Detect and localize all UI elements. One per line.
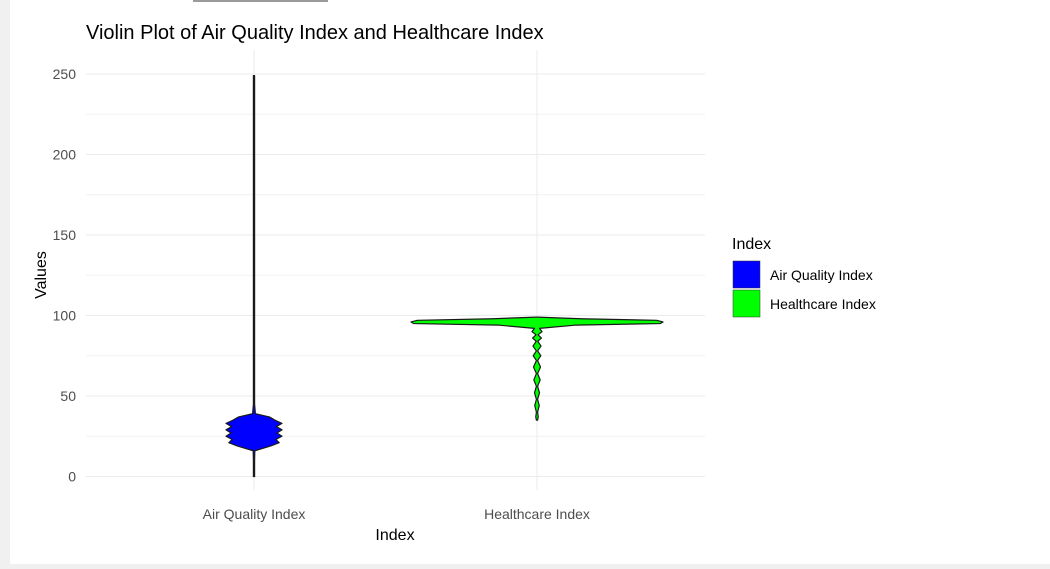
y-axis-label: Values [33, 251, 50, 299]
grid-lines [86, 50, 705, 490]
top-tab-indicator [193, 0, 328, 2]
window-bottom-border [10, 564, 1050, 569]
window-left-border [0, 0, 10, 569]
violin-healthcare [410, 316, 664, 421]
legend-label: Air Quality Index [770, 267, 873, 283]
violin-series [225, 75, 664, 478]
y-tick-label: 200 [53, 147, 77, 163]
y-tick-label: 0 [68, 469, 76, 485]
legend-title: Index [732, 236, 771, 253]
legend-key [732, 289, 761, 318]
y-tick-label: 150 [53, 227, 77, 243]
legend-label: Healthcare Index [770, 296, 876, 312]
y-tick-label: 50 [60, 388, 76, 404]
violin-air-quality [225, 75, 283, 478]
y-tick-label: 250 [53, 66, 77, 82]
y-tick-label: 100 [53, 308, 77, 324]
x-tick-label: Healthcare Index [484, 506, 590, 522]
legend: Index Air Quality Index Healthcare Index [732, 236, 876, 318]
chart-title: Violin Plot of Air Quality Index and Hea… [86, 22, 544, 44]
legend-key [732, 260, 761, 289]
x-tick-label: Air Quality Index [203, 506, 306, 522]
y-axis-ticks: 0 50 100 150 200 250 [53, 66, 77, 485]
x-axis-label: Index [375, 527, 414, 544]
x-axis-ticks: Air Quality Index Healthcare Index [203, 506, 590, 522]
